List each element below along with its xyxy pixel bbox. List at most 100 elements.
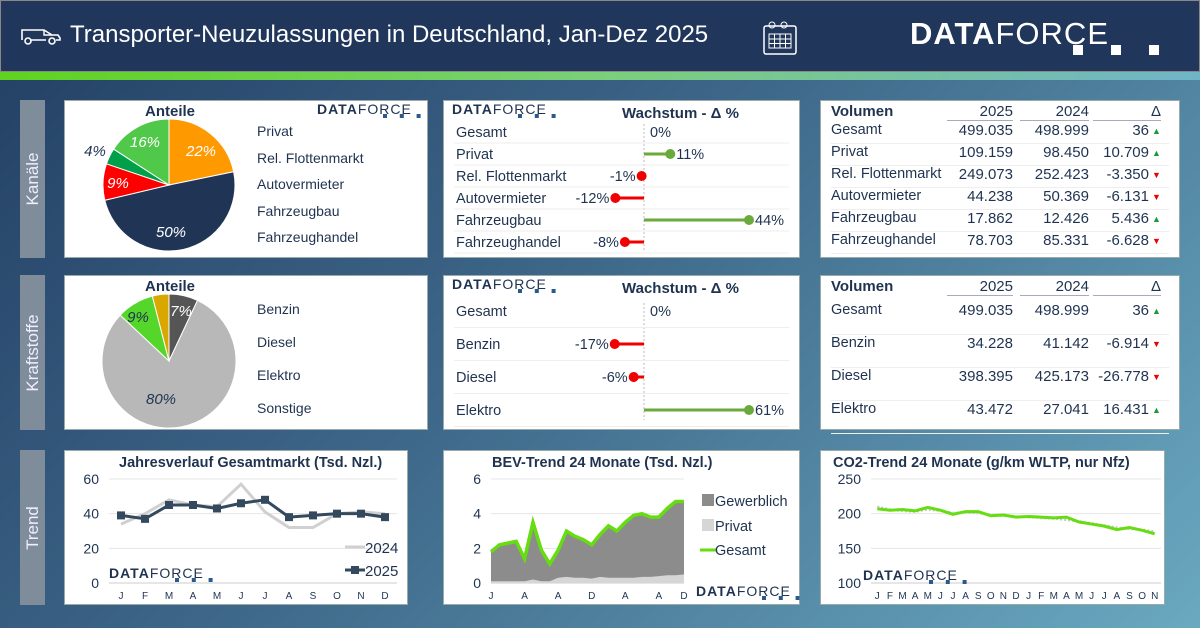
legend-item-autovermieter: Autovermieter: [257, 176, 344, 192]
table-row: Diesel 398.395 425.173 -26.778 ▼: [821, 368, 1179, 401]
bev-area-chart: BEV-Trend 24 Monate (Tsd. Nzl.) 0 2 4 6 J A A D A…: [443, 450, 800, 605]
x-tick-label: A: [912, 591, 919, 602]
growth-dot: [665, 149, 676, 159]
legend-item-elektro: Elektro: [257, 367, 301, 383]
x-tick-label: M: [898, 591, 906, 602]
y-tick-label: 20: [83, 540, 99, 556]
growth-bars: Gesamt 0% Benzin -17% Diesel -6% Elektro 61%: [454, 303, 789, 427]
x-tick-label: F: [1038, 591, 1044, 602]
dataforce-logo: DATAFORCE: [317, 101, 412, 119]
dataforce-logo: DATAFORCE: [863, 567, 958, 585]
table-header-1: 2025: [947, 278, 1013, 296]
dataforce-logo: DATAFORCE: [452, 276, 547, 294]
logo-bold: DATA: [317, 101, 358, 117]
line-gesamt: [489, 499, 684, 568]
growth-value-label: 44%: [755, 213, 784, 229]
logo-light: FORCE: [149, 565, 204, 581]
legend-swatch: [702, 519, 714, 531]
legend-label: Gewerblich: [715, 494, 788, 510]
x-tick-label: D: [680, 591, 687, 602]
growth-row-label: Rel. Flottenmarkt: [456, 169, 566, 185]
legend-label-2024: 2024: [365, 540, 398, 557]
x-tick-label: J: [938, 591, 943, 602]
growth-dot: [744, 405, 754, 415]
pie-data-label: 22%: [185, 143, 216, 160]
value-2024: 12.426: [1043, 210, 1089, 227]
value-2025: 44.238: [967, 188, 1013, 205]
legend-label: Rel. Flottenmarkt: [257, 149, 364, 166]
logo-dots: [517, 114, 522, 119]
row-label: Fahrzeugbau: [831, 210, 917, 226]
row-divider: [831, 253, 1169, 254]
value-delta: 5.436: [1111, 210, 1149, 227]
growth-value-label: 0%: [650, 125, 671, 141]
growth-row-label: Benzin: [456, 337, 500, 353]
dataforce-logo: DATAFORCE: [696, 583, 791, 601]
x-tick-label: O: [1138, 591, 1146, 602]
value-delta: -3.350: [1106, 166, 1149, 183]
growth-dot: [636, 171, 647, 181]
data-point-2025: [261, 495, 269, 504]
x-tick-label: J: [950, 591, 955, 602]
growth-bars: Gesamt 0% Privat 11% Rel. Flottenmarkt -1% Aut…: [454, 124, 789, 254]
kraftstoffe-pie-panel: Anteile 7% 80% 9% Benzin Diesel Elektro Sonstig…: [64, 275, 428, 430]
pie-data-label: 16%: [130, 134, 160, 151]
data-point-2025: [333, 509, 341, 518]
growth-value-label: 0%: [650, 304, 671, 320]
kraftstoffe-growth-panel: DATAFORCE Wachstum - Δ % Gesamt 0% Benzin -17…: [443, 275, 800, 430]
x-tick-label: J: [1102, 591, 1107, 602]
legend-item-diesel: Diesel: [257, 334, 296, 350]
row-divider: [831, 400, 1169, 401]
data-point-2025: [189, 501, 197, 509]
growth-value-label: 11%: [676, 147, 704, 163]
pie-data-label: 50%: [156, 224, 186, 241]
x-tick-label: A: [655, 591, 662, 602]
growth-row-label: Gesamt: [456, 125, 507, 141]
row-divider: [831, 367, 1169, 368]
x-tick-label: M: [924, 591, 932, 602]
row-divider: [831, 165, 1169, 166]
table-row: Gesamt 499.035 498.999 36 ▲: [821, 302, 1179, 335]
x-tick-label: A: [286, 591, 293, 602]
arrow-up-icon: ▲: [1152, 148, 1161, 158]
table-row: Rel. Flottenmarkt 249.073 252.423 -3.350 ▼: [821, 166, 1179, 188]
dataforce-logo: DATAFORCE: [452, 101, 547, 119]
data-point-2025: [213, 504, 221, 513]
data-point-2025: [237, 499, 245, 508]
dataforce-logo-header: DATAFORCE: [910, 16, 1109, 51]
logo-light: FORCE: [492, 276, 547, 292]
legend-item-benzin: Benzin: [257, 301, 300, 317]
arrow-down-icon: ▼: [1152, 339, 1161, 349]
x-tick-label: M: [1050, 591, 1058, 602]
row-divider: [831, 231, 1169, 232]
x-tick-label: M: [165, 591, 173, 602]
dataforce-logo: DATAFORCE: [109, 565, 204, 583]
calendar-icon: [763, 21, 797, 55]
pie-chart: 7% 80% 9%: [101, 293, 237, 429]
legend-item-fahrzeughandel: Fahrzeughandel: [257, 229, 358, 245]
value-2024: 50.369: [1043, 188, 1089, 205]
logo-light: FORCE: [903, 567, 958, 583]
legend-label: Autovermieter: [257, 176, 345, 192]
table-row: Privat 109.159 98.450 10.709 ▲: [821, 144, 1179, 166]
row-divider: [831, 187, 1169, 188]
table-row: Fahrzeugbau 17.862 12.426 5.436 ▲: [821, 210, 1179, 232]
section-label-trend: Trend: [20, 450, 45, 605]
logo-light: FORCE: [736, 583, 791, 599]
legend-swatch: [702, 494, 714, 506]
legend-item-fahrzeugbau: Fahrzeugbau: [257, 203, 340, 219]
logo-dots: [517, 289, 522, 294]
data-point-2025: [381, 513, 389, 522]
pie-chart: 22% 50% 9%4% 16%: [84, 118, 236, 252]
arrow-down-icon: ▼: [1152, 372, 1161, 382]
legend-label: Elektro: [257, 367, 301, 383]
table-header-2: 2024: [1020, 278, 1089, 296]
y-tick-label: 0: [91, 575, 99, 591]
value-2024: 252.423: [1034, 166, 1089, 183]
kraftstoffe-volume-table: Volumen 2025 2024 Δ Gesamt 499.035 498.999 36 ▲ B…: [820, 275, 1180, 434]
pie-slice-sonstige: [151, 293, 170, 362]
table-row: Fahrzeughandel 78.703 85.331 -6.628 ▼: [821, 232, 1179, 254]
legend-item-rel-flottenmarkt: Rel. Flottenmarkt: [257, 150, 364, 166]
row-label: Privat: [831, 144, 869, 160]
header-stripe: [0, 72, 1200, 80]
